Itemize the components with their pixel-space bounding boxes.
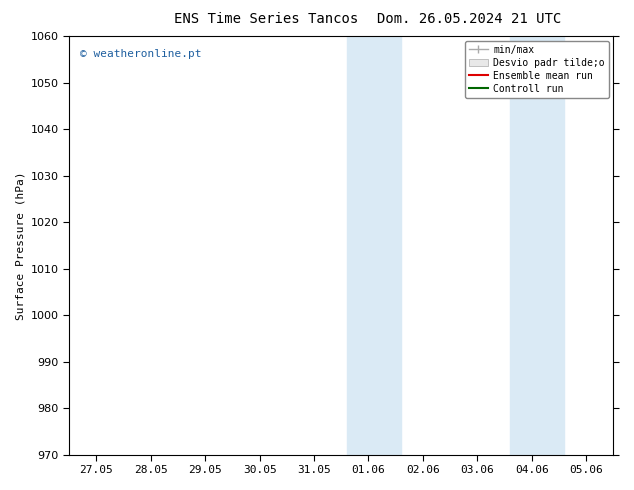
Y-axis label: Surface Pressure (hPa): Surface Pressure (hPa)	[15, 171, 25, 319]
Text: ENS Time Series Tancos: ENS Time Series Tancos	[174, 12, 358, 26]
Bar	[510, 36, 564, 455]
Bar	[347, 36, 401, 455]
Text: © weatheronline.pt: © weatheronline.pt	[80, 49, 202, 59]
Text: Dom. 26.05.2024 21 UTC: Dom. 26.05.2024 21 UTC	[377, 12, 561, 26]
Legend: min/max, Desvio padr tilde;o, Ensemble mean run, Controll run: min/max, Desvio padr tilde;o, Ensemble m…	[465, 41, 609, 98]
